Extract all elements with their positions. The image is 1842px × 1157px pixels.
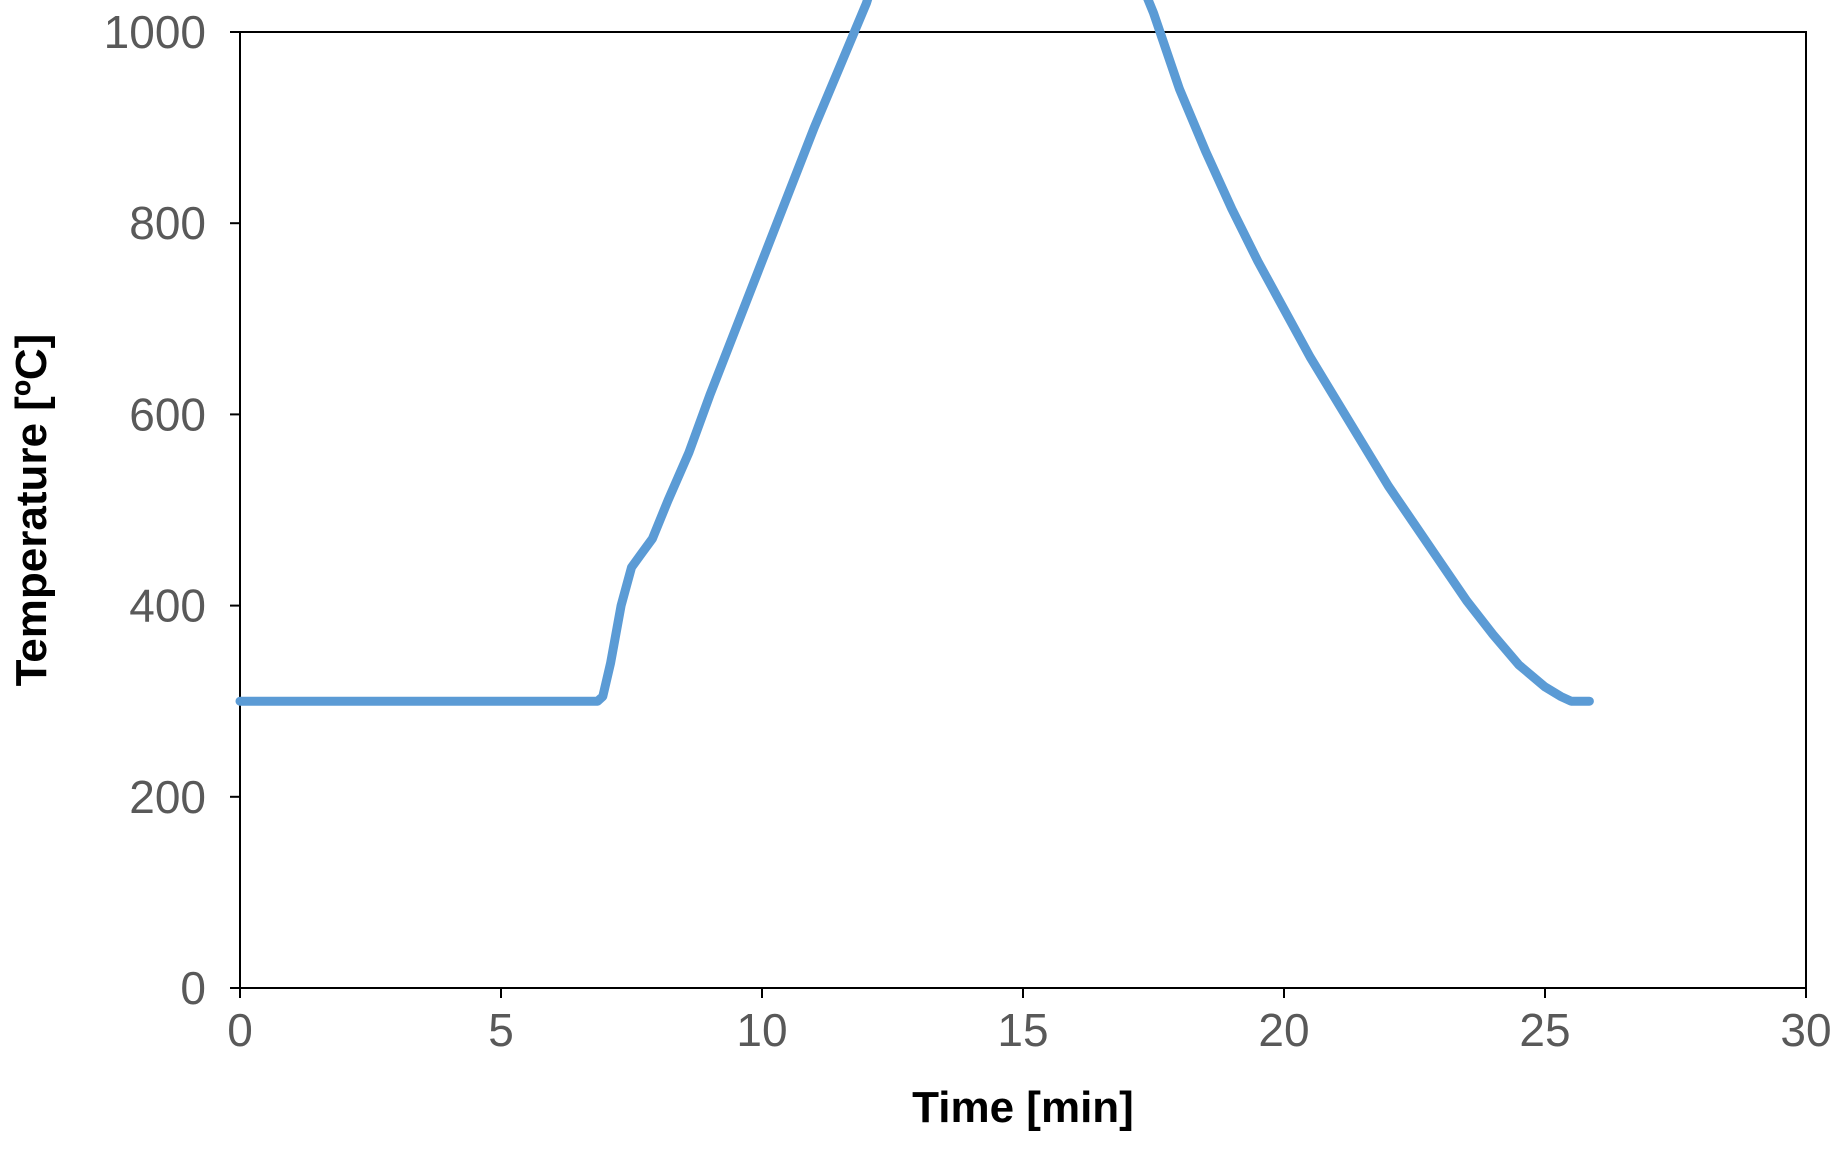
y-axis-tick-labels: 0 200 400 600 800 1000 (104, 6, 206, 1014)
x-tick-label: 30 (1780, 1004, 1831, 1056)
x-tick-label: 10 (736, 1004, 787, 1056)
x-tick-label: 0 (227, 1004, 253, 1056)
x-axis-title: Time [min] (912, 1083, 1134, 1132)
y-tick-label: 0 (180, 962, 206, 1014)
y-tick-label: 400 (129, 580, 206, 632)
x-axis-tick-labels: 0 5 10 15 20 25 30 (227, 1004, 1831, 1056)
x-tick-label: 15 (997, 1004, 1048, 1056)
y-tick-label: 800 (129, 197, 206, 249)
y-tick-label: 600 (129, 388, 206, 440)
x-tick-label: 25 (1519, 1004, 1570, 1056)
axis-ticks (230, 31, 1807, 998)
y-axis-title: Temperature [ºC] (7, 334, 56, 687)
series-layer (235, 0, 1594, 706)
x-tick-label: 5 (488, 1004, 514, 1056)
x-tick-label: 20 (1258, 1004, 1309, 1056)
y-tick-label: 1000 (104, 6, 206, 58)
y-tick-label: 200 (129, 771, 206, 823)
series-line (235, 0, 1594, 706)
